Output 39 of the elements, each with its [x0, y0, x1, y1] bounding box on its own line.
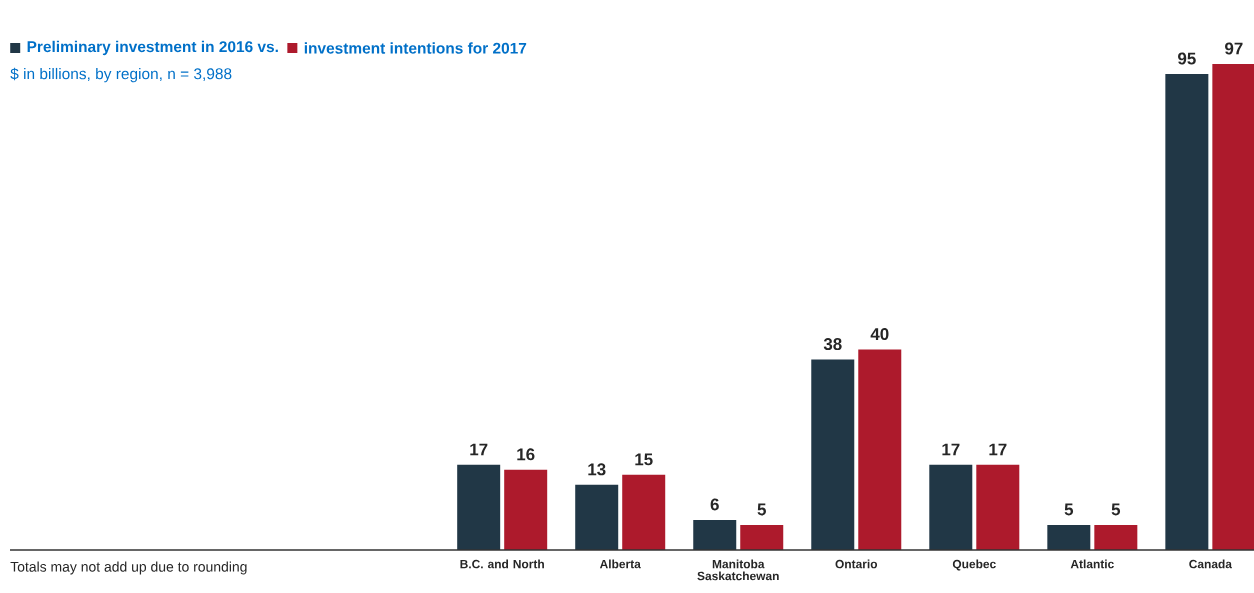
x-tick-label: Ontario [835, 559, 878, 569]
data-label: 95 [1178, 52, 1196, 65]
data-label: 38 [823, 338, 842, 351]
data-label: 13 [588, 463, 606, 476]
bar [1047, 524, 1091, 550]
text: $ in billions, by region, n = 3,988 [10, 67, 232, 83]
data-label: 6 [710, 498, 719, 511]
x-tick-label: Canada [1189, 559, 1233, 569]
x-tick-label: Atlantic [1070, 559, 1114, 569]
text: Totals may not add up due to rounding [10, 561, 247, 575]
bar [811, 359, 855, 550]
data-label: 16 [517, 448, 535, 461]
bar [504, 469, 548, 550]
x-tick-label: Quebec [952, 559, 996, 571]
bar [1165, 74, 1209, 550]
bar [740, 524, 784, 550]
bar [1212, 63, 1254, 550]
bar [929, 464, 973, 550]
bar [622, 474, 666, 550]
data-label: 5 [1111, 503, 1121, 516]
bar [575, 484, 619, 550]
data-label: 40 [870, 328, 889, 341]
legend-label: investment intentions for 2017 [304, 42, 527, 54]
x-tick-label: Alberta [599, 559, 641, 569]
bar [858, 349, 902, 550]
bar [693, 519, 737, 550]
bar [457, 464, 501, 550]
data-label: 97 [1225, 42, 1243, 55]
data-label: 17 [989, 443, 1007, 456]
data-label: 5 [1064, 503, 1074, 516]
bar [1094, 524, 1138, 550]
data-label: 17 [470, 443, 488, 456]
data-label: 5 [757, 503, 766, 516]
bar [976, 464, 1020, 550]
x-tick-label: Manitoba Saskatchewan [697, 559, 779, 581]
x-tick-label: B.C. and North [460, 559, 544, 569]
data-label: 15 [635, 453, 653, 466]
legend-label: Preliminary investment in 2016 vs. [27, 40, 278, 56]
data-label: 17 [942, 443, 960, 456]
